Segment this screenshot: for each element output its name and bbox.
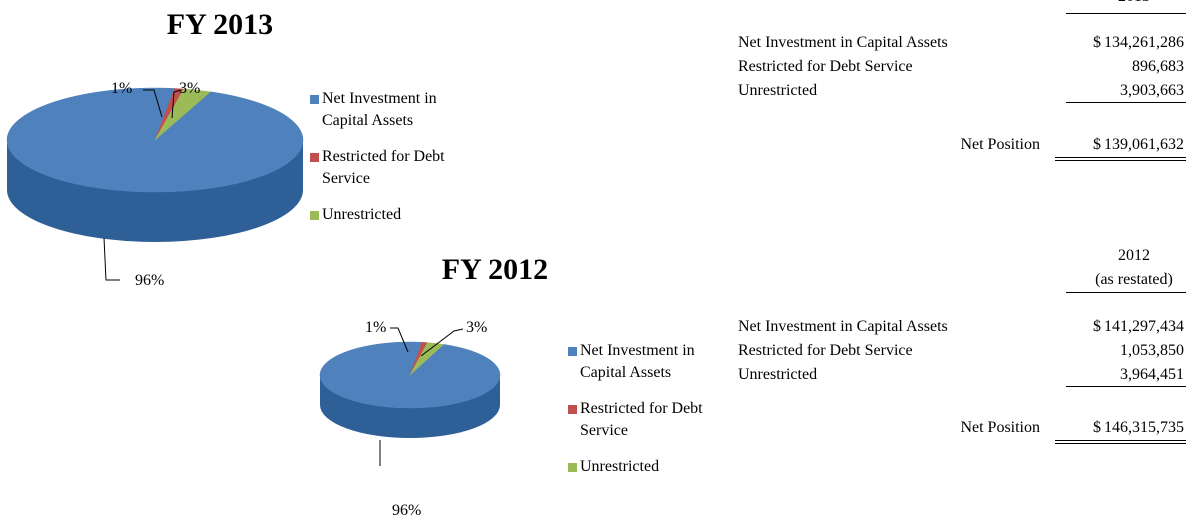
- amount: 896,683: [1132, 58, 1184, 75]
- legend-label: Restricted for Debt Service: [322, 148, 445, 187]
- legend-swatch: [310, 211, 319, 220]
- legend-item: Unrestricted: [568, 456, 728, 478]
- legend-swatch: [568, 405, 577, 414]
- leader-line: [171, 89, 182, 119]
- amount: 1,053,850: [1120, 342, 1184, 359]
- pie-side: [320, 375, 500, 438]
- column-header: (as restated): [1095, 271, 1173, 288]
- data-label: 96%: [135, 272, 164, 289]
- row-label: Restricted for Debt Service: [738, 342, 913, 359]
- data-label: 3%: [466, 319, 487, 336]
- amount: 146,315,735: [1104, 419, 1184, 436]
- row-label: Net Investment in Capital Assets: [738, 318, 948, 335]
- column-header: 2013: [1082, 0, 1186, 6]
- leader-line: [420, 328, 464, 357]
- legend: Net Investment in Capital Assets Restrict…: [310, 88, 470, 240]
- legend-label: Unrestricted: [322, 206, 402, 223]
- total-rule: [1055, 440, 1186, 441]
- total-rule: [1055, 157, 1186, 158]
- column-header: 2012: [1118, 247, 1150, 264]
- legend-swatch: [310, 95, 319, 104]
- currency: $: [1093, 34, 1101, 51]
- legend-item: Unrestricted: [310, 204, 470, 226]
- chart-title: FY 2012: [441, 253, 549, 286]
- pie-side: [7, 140, 303, 242]
- amount: 141,297,434: [1104, 318, 1184, 335]
- legend-swatch: [310, 153, 319, 162]
- chart-title: FY 2013: [166, 8, 274, 41]
- pie-slice: [409, 342, 445, 376]
- leader-line: [390, 327, 409, 353]
- currency: $: [1093, 419, 1101, 436]
- legend-label: Restricted for Debt Service: [580, 400, 703, 439]
- legend-item: Restricted for Debt Service: [568, 398, 728, 442]
- data-label: 1%: [111, 80, 132, 97]
- leader-line: [143, 89, 163, 118]
- total-rule: [1055, 443, 1186, 444]
- pie-slice: [154, 88, 212, 141]
- legend: Net Investment in Capital Assets Restrict…: [568, 340, 728, 492]
- legend-item: Net Investment in Capital Assets: [310, 88, 470, 132]
- row-label: Restricted for Debt Service: [738, 58, 913, 75]
- row-label: Net Investment in Capital Assets: [738, 34, 948, 51]
- subtotal-rule: [1066, 386, 1186, 387]
- total-rule: [1055, 160, 1186, 161]
- legend-item: Net Investment in Capital Assets: [568, 340, 728, 384]
- row-label: Unrestricted: [738, 366, 818, 383]
- currency: $: [1093, 318, 1101, 335]
- total-label: Net Position: [960, 136, 1040, 153]
- legend-swatch: [568, 347, 577, 356]
- data-label: 3%: [179, 80, 200, 97]
- legend-label: Net Investment in Capital Assets: [580, 342, 695, 381]
- legend-swatch: [568, 463, 577, 472]
- amount: 134,261,286: [1104, 34, 1184, 51]
- currency: $: [1093, 136, 1101, 153]
- legend-item: Restricted for Debt Service: [310, 146, 470, 190]
- subtotal-rule: [1066, 102, 1186, 103]
- header-rule: [1066, 292, 1186, 293]
- data-label: 1%: [365, 319, 386, 336]
- amount: 139,061,632: [1104, 136, 1184, 153]
- header-rule: [1066, 13, 1186, 14]
- legend-label: Net Investment in Capital Assets: [322, 90, 437, 129]
- leader-line: [103, 237, 120, 281]
- amount: 3,903,663: [1120, 82, 1184, 99]
- row-label: Unrestricted: [738, 82, 818, 99]
- total-label: Net Position: [960, 419, 1040, 436]
- data-label: 96%: [392, 502, 421, 519]
- amount: 3,964,451: [1120, 366, 1184, 383]
- legend-label: Unrestricted: [580, 458, 660, 475]
